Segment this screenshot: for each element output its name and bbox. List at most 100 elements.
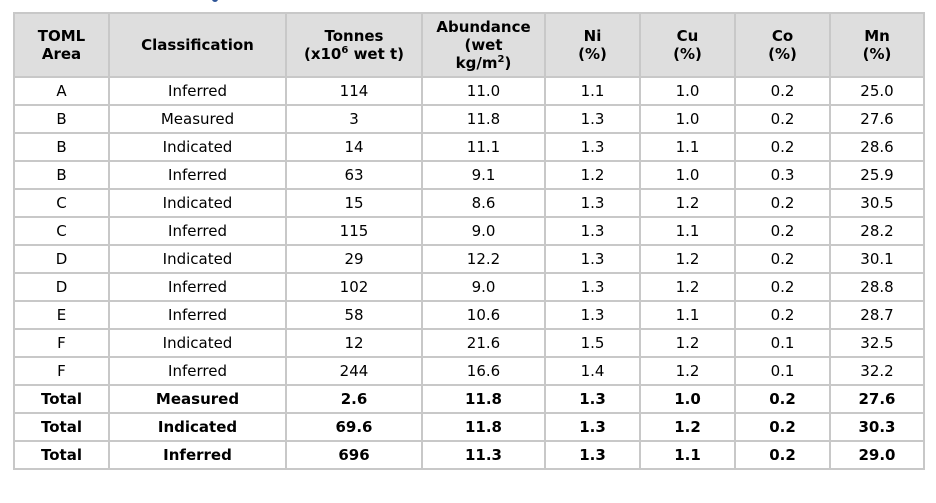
cell-classification: Inferred <box>108 272 287 302</box>
header-row: TOML Area Classification Tonnes (x106 we… <box>13 12 925 78</box>
header-label: (wet <box>464 36 503 54</box>
header-toml-area: TOML Area <box>13 12 110 78</box>
table-row: D Indicated 29 12.2 1.3 1.2 0.2 30.1 <box>13 244 925 274</box>
mineral-resource-table: TOML Area Classification Tonnes (x106 we… <box>13 12 925 470</box>
cell-abundance: 9.1 <box>421 160 546 190</box>
cell-area: D <box>13 244 110 274</box>
cell-area: F <box>13 328 110 358</box>
cell-area: E <box>13 300 110 330</box>
cell-tonnes: 58 <box>285 300 423 330</box>
header-unit: kg/m2) <box>424 54 543 72</box>
cell-tonnes: 15 <box>285 188 423 218</box>
header-tonnes: Tonnes (x106 wet t) <box>285 12 423 78</box>
cell-ni: 1.1 <box>544 76 641 106</box>
cell-tonnes: 69.6 <box>285 412 423 442</box>
header-unit-text: (x10 <box>303 45 342 63</box>
cell-tonnes: 696 <box>285 440 423 470</box>
cell-classification: Inferred <box>108 76 287 106</box>
cell-mn: 30.3 <box>829 412 925 442</box>
cell-mn: 25.0 <box>829 76 925 106</box>
cell-ni: 1.3 <box>544 412 641 442</box>
header-label: Cu <box>676 27 699 45</box>
header-unit: (%) <box>768 45 797 63</box>
header-unit-text: wet t) <box>348 45 405 63</box>
table-row: B Indicated 14 11.1 1.3 1.1 0.2 28.6 <box>13 132 925 162</box>
cell-co: 0.2 <box>734 412 831 442</box>
cell-cu: 1.0 <box>639 76 736 106</box>
cell-co: 0.2 <box>734 132 831 162</box>
header-unit: (%) <box>673 45 702 63</box>
cell-abundance: 11.8 <box>421 412 546 442</box>
cell-mn: 32.5 <box>829 328 925 358</box>
cell-ni: 1.3 <box>544 244 641 274</box>
cell-co: 0.2 <box>734 300 831 330</box>
cell-cu: 1.2 <box>639 328 736 358</box>
cell-classification: Inferred <box>108 356 287 386</box>
cell-ni: 1.3 <box>544 132 641 162</box>
cell-classification: Indicated <box>108 244 287 274</box>
cell-mn: 28.7 <box>829 300 925 330</box>
cell-classification: Inferred <box>108 160 287 190</box>
cell-classification: Inferred <box>108 440 287 470</box>
cell-area: B <box>13 132 110 162</box>
cell-mn: 28.8 <box>829 272 925 302</box>
cell-mn: 27.6 <box>829 384 925 414</box>
header-label: Mn <box>864 27 890 45</box>
cell-mn: 30.1 <box>829 244 925 274</box>
cell-tonnes: 115 <box>285 216 423 246</box>
cell-tonnes: 3 <box>285 104 423 134</box>
cell-co: 0.2 <box>734 188 831 218</box>
total-row: Total Indicated 69.6 11.8 1.3 1.2 0.2 30… <box>13 412 925 442</box>
cell-ni: 1.5 <box>544 328 641 358</box>
header-unit-superscript: 2 <box>497 54 505 65</box>
header-label: Co <box>771 27 794 45</box>
cell-abundance: 9.0 <box>421 272 546 302</box>
cell-co: 0.2 <box>734 244 831 274</box>
cell-classification: Measured <box>108 104 287 134</box>
cell-ni: 1.4 <box>544 356 641 386</box>
cell-abundance: 11.1 <box>421 132 546 162</box>
cell-classification: Indicated <box>108 412 287 442</box>
header-classification: Classification <box>108 12 287 78</box>
cell-co: 0.2 <box>734 104 831 134</box>
cell-classification: Inferred <box>108 216 287 246</box>
cell-tonnes: 244 <box>285 356 423 386</box>
cell-area: Total <box>13 440 110 470</box>
cell-cu: 1.2 <box>639 244 736 274</box>
cell-tonnes: 12 <box>285 328 423 358</box>
cell-abundance: 11.8 <box>421 384 546 414</box>
cell-classification: Inferred <box>108 300 287 330</box>
table-row: D Inferred 102 9.0 1.3 1.2 0.2 28.8 <box>13 272 925 302</box>
cell-cu: 1.0 <box>639 160 736 190</box>
table-row: F Indicated 12 21.6 1.5 1.2 0.1 32.5 <box>13 328 925 358</box>
cell-ni: 1.3 <box>544 440 641 470</box>
table-body: A Inferred 114 11.0 1.1 1.0 0.2 25.0 B M… <box>13 76 925 470</box>
header-label: Tonnes <box>324 27 384 45</box>
cell-abundance: 11.0 <box>421 76 546 106</box>
cell-co: 0.3 <box>734 160 831 190</box>
table-row: B Measured 3 11.8 1.3 1.0 0.2 27.6 <box>13 104 925 134</box>
cell-abundance: 11.3 <box>421 440 546 470</box>
table-row: E Inferred 58 10.6 1.3 1.1 0.2 28.7 <box>13 300 925 330</box>
cropped-heading-fragment <box>212 0 232 4</box>
header-unit: (%) <box>578 45 607 63</box>
cell-co: 0.1 <box>734 328 831 358</box>
header-unit-superscript: 6 <box>341 45 349 56</box>
cell-abundance: 12.2 <box>421 244 546 274</box>
cell-abundance: 8.6 <box>421 188 546 218</box>
cell-tonnes: 63 <box>285 160 423 190</box>
table-row: C Inferred 115 9.0 1.3 1.1 0.2 28.2 <box>13 216 925 246</box>
cell-mn: 27.6 <box>829 104 925 134</box>
cell-mn: 29.0 <box>829 440 925 470</box>
cell-ni: 1.3 <box>544 188 641 218</box>
cell-cu: 1.0 <box>639 104 736 134</box>
cell-ni: 1.2 <box>544 160 641 190</box>
cell-co: 0.2 <box>734 272 831 302</box>
cell-cu: 1.2 <box>639 412 736 442</box>
cell-cu: 1.2 <box>639 188 736 218</box>
cell-co: 0.2 <box>734 440 831 470</box>
table-row: A Inferred 114 11.0 1.1 1.0 0.2 25.0 <box>13 76 925 106</box>
header-abundance: Abundance (wet kg/m2) <box>421 12 546 78</box>
cell-area: Total <box>13 412 110 442</box>
cell-area: C <box>13 216 110 246</box>
